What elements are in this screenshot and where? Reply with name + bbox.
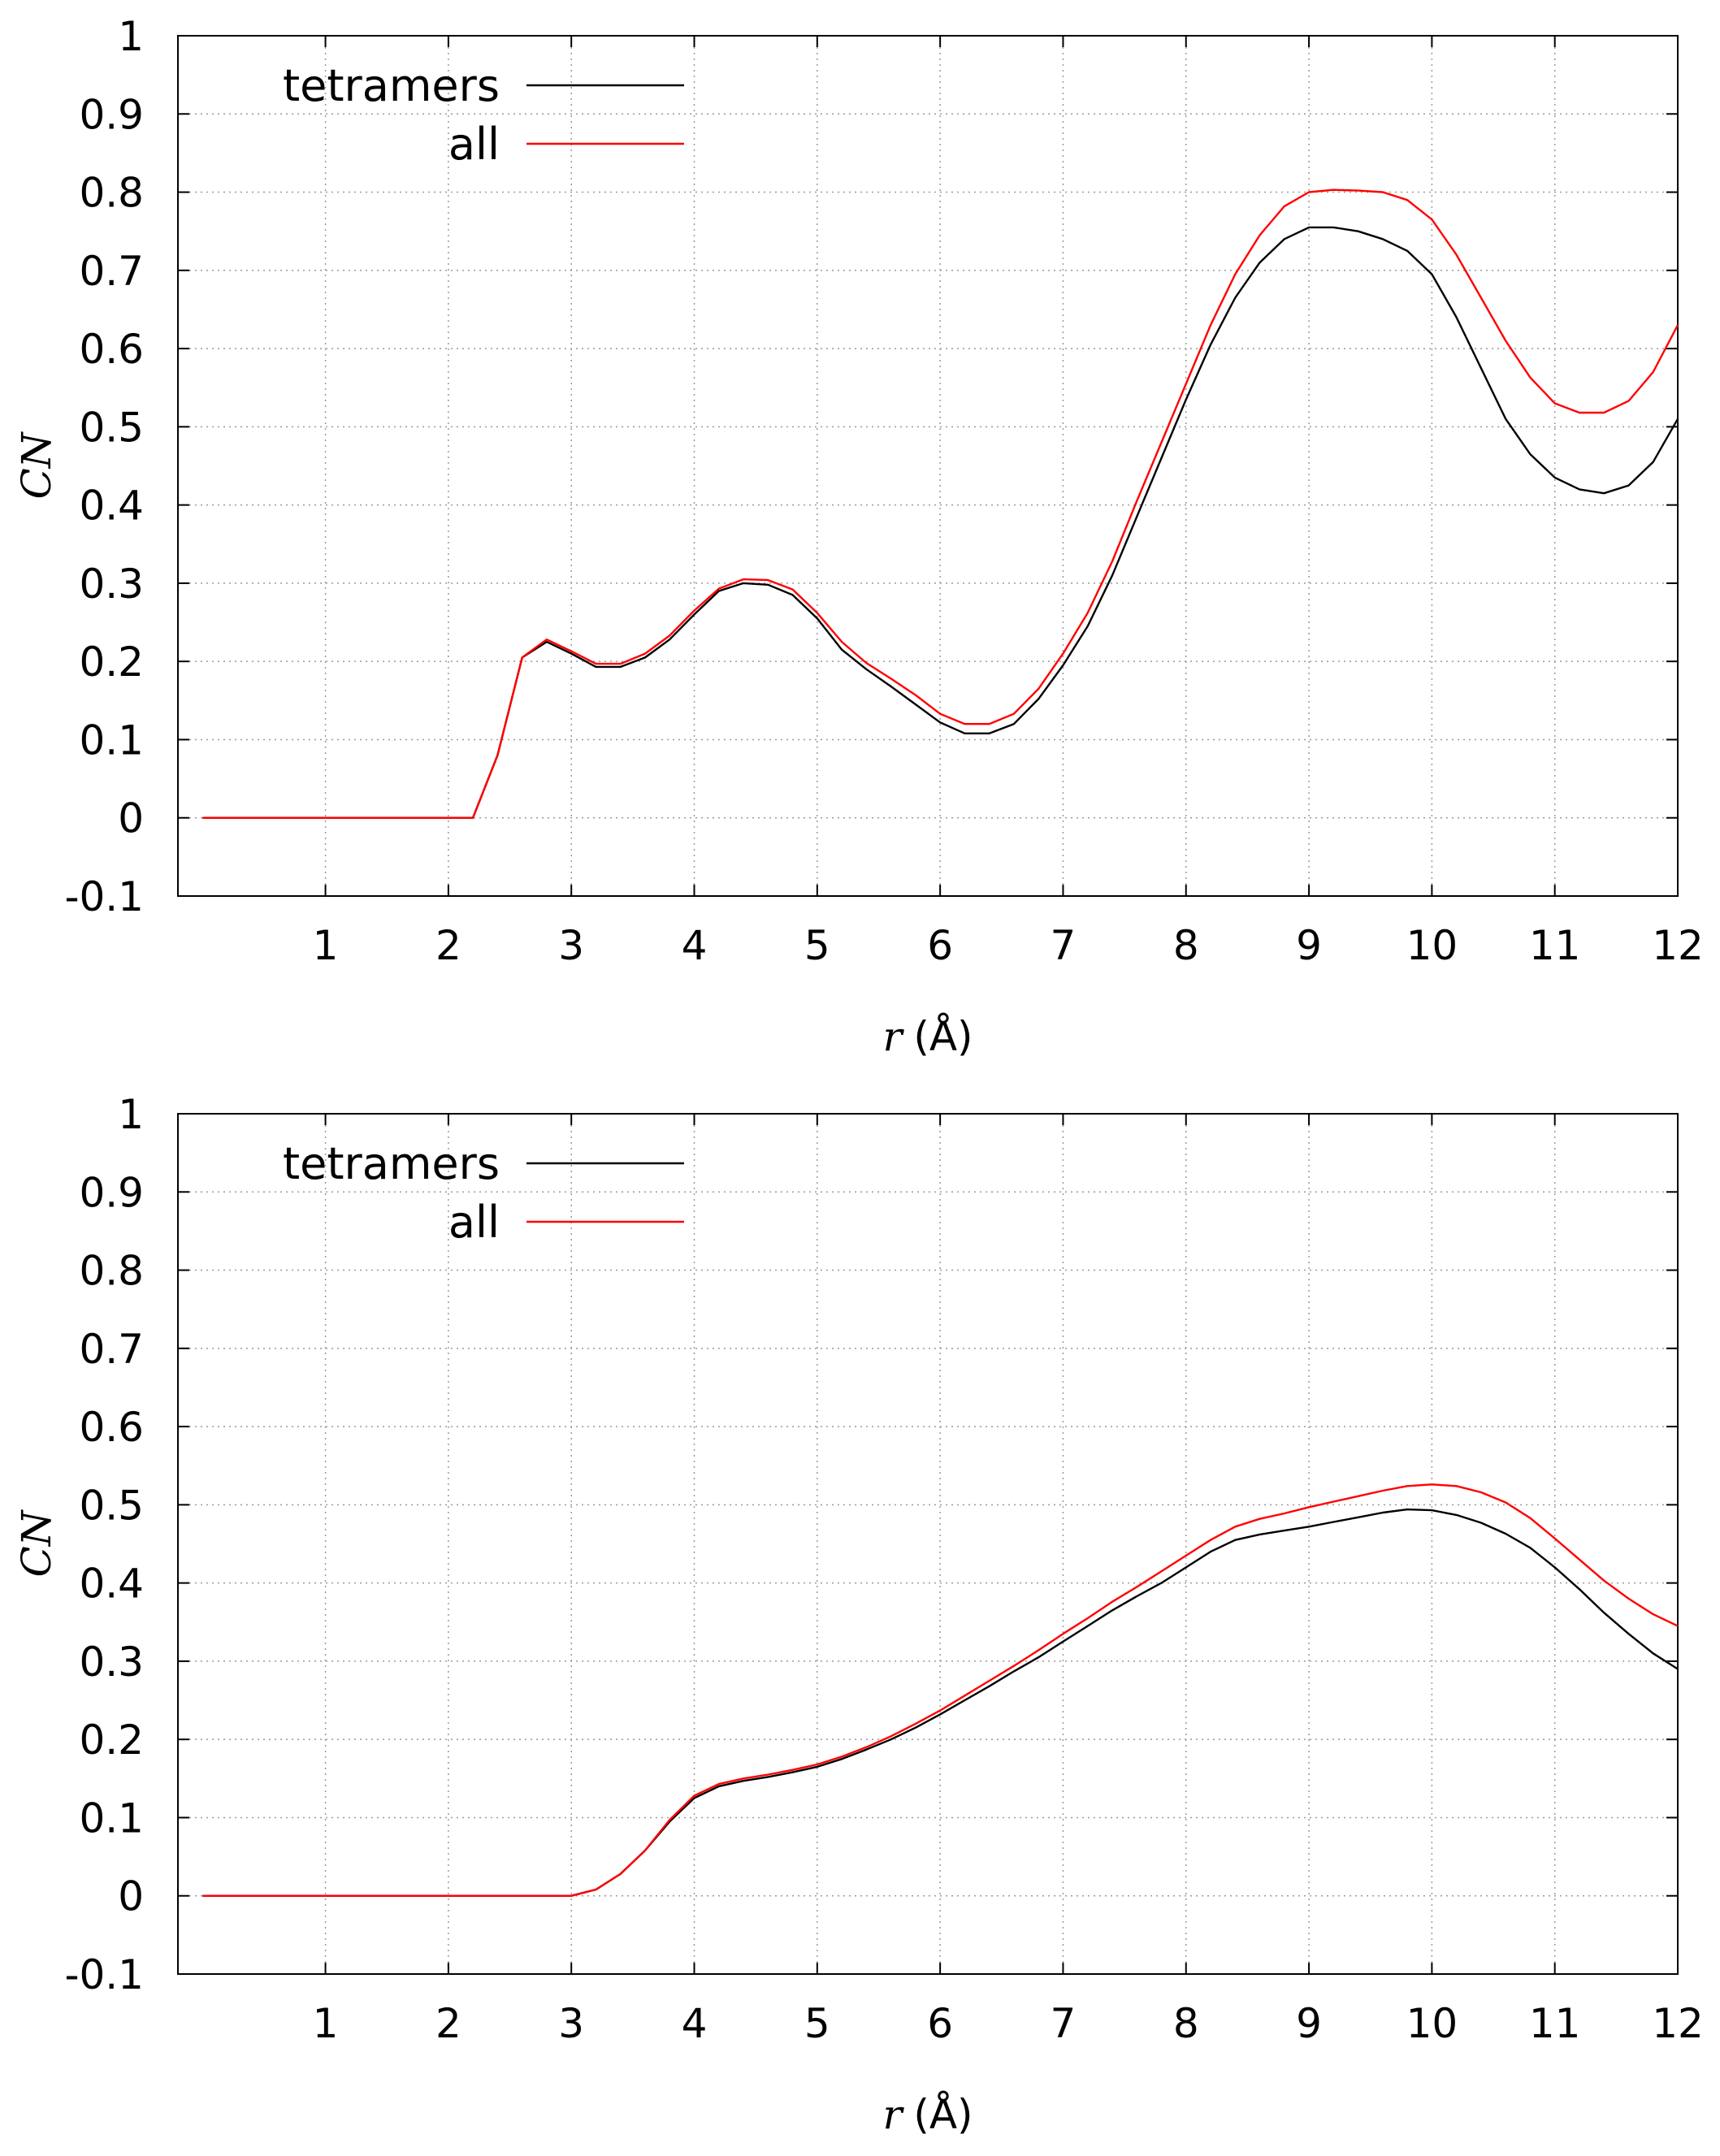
chart-bottom: 1 2 3 4 5 6 7 8 9 10 11 12-0.100.10.20.30.40.50.60.… bbox=[13, 1091, 1704, 2138]
x-tick-label: 2 bbox=[435, 2000, 461, 2047]
y-tick-label: 0.9 bbox=[79, 1169, 144, 1216]
y-tick-label: -0.1 bbox=[64, 873, 144, 920]
y-tick-label: 0.7 bbox=[79, 248, 144, 295]
y-tick-label: 1 bbox=[118, 1091, 144, 1138]
y-tick-label: 0.6 bbox=[79, 1404, 144, 1451]
plot-frame bbox=[177, 35, 1679, 897]
series-line-all bbox=[202, 188, 1679, 819]
series-line-all bbox=[202, 1483, 1679, 1897]
x-tick-label: 7 bbox=[1051, 2000, 1077, 2047]
x-tick-label: 10 bbox=[1406, 2000, 1458, 2047]
y-tick-label: 1 bbox=[118, 13, 144, 60]
x-tick-label: 8 bbox=[1173, 922, 1199, 969]
x-tick-label: 7 bbox=[1051, 922, 1077, 969]
x-tick-label: 9 bbox=[1296, 2000, 1322, 2047]
y-tick-label: 0.4 bbox=[79, 483, 144, 530]
x-tick-label: 12 bbox=[1652, 922, 1704, 969]
x-axis-variable: r bbox=[882, 1013, 904, 1060]
plot-area: 1 2 3 4 5 6 7 8 9 10 11 12-0.100.10.20.30.40.50.60.… bbox=[13, 13, 1704, 1060]
x-tick-label: 5 bbox=[804, 922, 830, 969]
x-tick-label: 6 bbox=[927, 2000, 953, 2047]
x-tick-label: 1 bbox=[313, 922, 339, 969]
y-tick-label: 0 bbox=[118, 795, 144, 842]
y-tick-label: 0 bbox=[118, 1873, 144, 1920]
x-tick-label: 2 bbox=[435, 922, 461, 969]
y-tick-label: 0.4 bbox=[79, 1561, 144, 1608]
x-tick-label: 10 bbox=[1406, 922, 1458, 969]
y-tick-label: 0.8 bbox=[79, 170, 144, 217]
plot-area: 1 2 3 4 5 6 7 8 9 10 11 12-0.100.10.20.30.40.50.60.… bbox=[13, 1091, 1704, 2138]
x-tick-label: 3 bbox=[558, 2000, 584, 2047]
x-tick-label: 5 bbox=[804, 2000, 830, 2047]
chart-top: 1 2 3 4 5 6 7 8 9 10 11 12-0.100.10.20.30.40.50.60.… bbox=[13, 13, 1704, 1060]
x-tick-label: 11 bbox=[1529, 2000, 1581, 2047]
series-line-tetramers bbox=[202, 226, 1679, 819]
legend-label: tetramers bbox=[283, 60, 500, 111]
x-tick-label: 4 bbox=[682, 2000, 708, 2047]
y-tick-label: -0.1 bbox=[64, 1951, 144, 1998]
legend-label: all bbox=[448, 119, 500, 170]
y-axis-label: CN bbox=[13, 1509, 60, 1577]
y-tick-label: 0.1 bbox=[79, 1795, 144, 1842]
y-tick-label: 0.9 bbox=[79, 91, 144, 138]
x-tick-label: 3 bbox=[558, 922, 584, 969]
y-tick-label: 0.8 bbox=[79, 1248, 144, 1295]
x-tick-label: 12 bbox=[1652, 2000, 1704, 2047]
y-tick-label: 0.7 bbox=[79, 1326, 144, 1373]
series-line-tetramers bbox=[202, 1508, 1679, 1897]
x-tick-label: 6 bbox=[927, 922, 953, 969]
y-tick-label: 0.2 bbox=[79, 639, 144, 686]
y-tick-label: 0.3 bbox=[79, 1639, 144, 1686]
legend-label: all bbox=[448, 1197, 500, 1248]
x-axis-label: r (Å) bbox=[882, 1013, 973, 1060]
x-axis-unit: (Å) bbox=[913, 1013, 973, 1060]
y-tick-label: 0.6 bbox=[79, 326, 144, 373]
x-tick-label: 11 bbox=[1529, 922, 1581, 969]
x-axis-unit: (Å) bbox=[913, 2091, 973, 2138]
x-tick-label: 8 bbox=[1173, 2000, 1199, 2047]
y-tick-label: 0.1 bbox=[79, 717, 144, 764]
x-tick-label: 9 bbox=[1296, 922, 1322, 969]
x-axis-variable: r bbox=[882, 2091, 904, 2138]
x-axis-label: r (Å) bbox=[882, 2091, 973, 2138]
legend-label: tetramers bbox=[283, 1138, 500, 1189]
y-tick-label: 0.5 bbox=[79, 1482, 144, 1529]
x-tick-label: 4 bbox=[682, 922, 708, 969]
y-tick-label: 0.5 bbox=[79, 404, 144, 451]
y-tick-label: 0.2 bbox=[79, 1717, 144, 1764]
y-tick-label: 0.3 bbox=[79, 561, 144, 608]
x-tick-label: 1 bbox=[313, 2000, 339, 2047]
plot-frame bbox=[177, 1113, 1679, 1975]
y-axis-label: CN bbox=[13, 431, 60, 499]
